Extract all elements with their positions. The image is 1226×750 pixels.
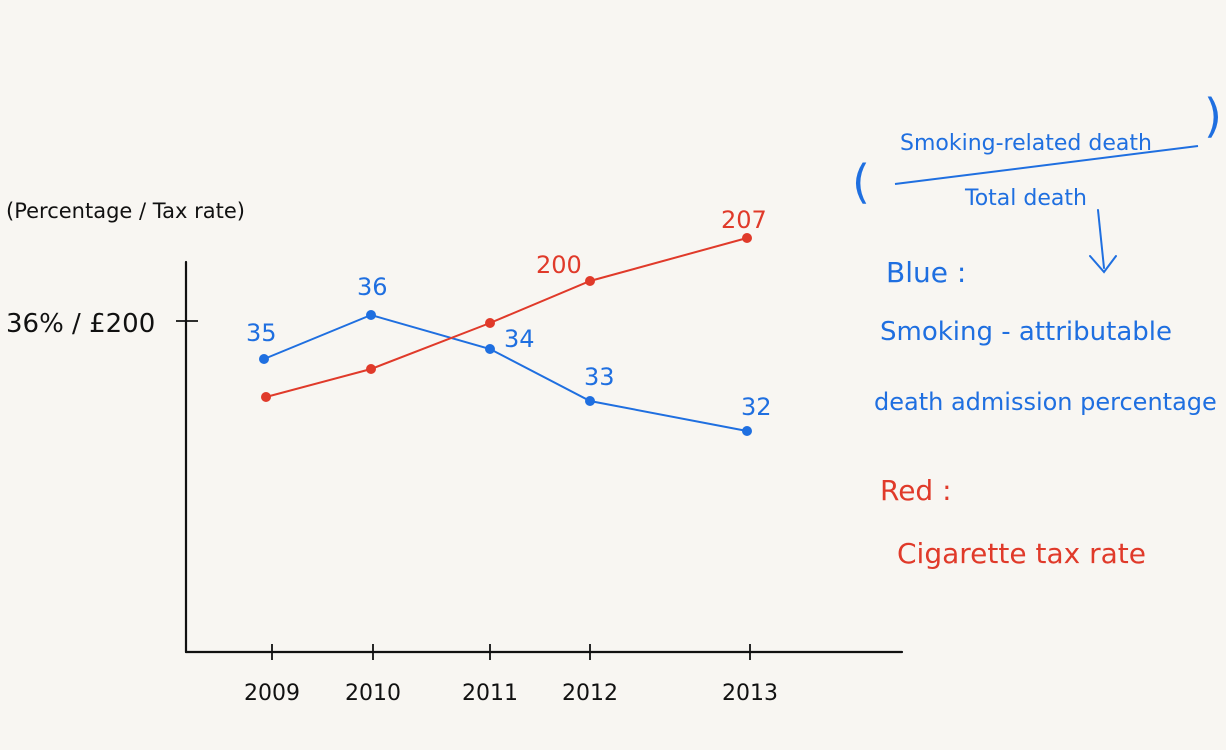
legend-arrow — [1089, 209, 1117, 274]
legend-fraction-close-paren: ) — [1204, 89, 1222, 143]
series-point-blue — [742, 426, 752, 436]
y-axis-label: (Percentage / Tax rate) — [6, 199, 245, 223]
series-point-red — [485, 318, 495, 328]
data-label-blue: 33 — [584, 363, 615, 391]
data-label-red: 207 — [721, 206, 767, 234]
series-point-blue — [485, 344, 495, 354]
legend-red-line1: Cigarette tax rate — [897, 537, 1146, 570]
legend-annotation: ( Smoking-related death Total death ) Bl… — [852, 89, 1222, 570]
x-tick-label: 2009 — [244, 681, 300, 706]
series-point-blue — [366, 310, 376, 320]
series-point-red — [585, 276, 595, 286]
x-tick-label: 2013 — [722, 681, 778, 706]
data-label-blue: 36 — [357, 273, 388, 301]
legend-blue-line1: Smoking - attributable — [880, 317, 1172, 347]
data-label-blue: 35 — [246, 319, 277, 347]
x-tick-label: 2011 — [462, 681, 518, 706]
y-tick-label: 36% / £200 — [6, 309, 155, 339]
series-point-red — [742, 233, 752, 243]
legend-fraction-numerator: Smoking-related death — [900, 131, 1152, 156]
series-point-red — [261, 392, 271, 402]
legend-fraction-bar — [894, 145, 1199, 185]
legend-fraction-open-paren: ( — [852, 155, 870, 209]
x-tick-label: 2010 — [345, 681, 401, 706]
series-point-red — [366, 364, 376, 374]
series-point-blue — [259, 354, 269, 364]
legend-fraction-denominator: Total death — [964, 186, 1087, 211]
x-ticks: 2009 2010 2011 2012 2013 — [244, 644, 778, 706]
series-layer: 35 36 34 33 32 200 207 — [246, 206, 772, 436]
data-label-red: 200 — [536, 251, 582, 279]
series-line-red — [265, 237, 748, 398]
legend-red-title: Red : — [880, 474, 952, 507]
data-label-blue: 32 — [741, 393, 772, 421]
legend-blue-line2: death admission percentage — [874, 388, 1217, 416]
data-label-blue: 34 — [504, 325, 535, 353]
series-point-blue — [585, 396, 595, 406]
legend-blue-title: Blue : — [886, 256, 966, 289]
x-tick-label: 2012 — [562, 681, 618, 706]
